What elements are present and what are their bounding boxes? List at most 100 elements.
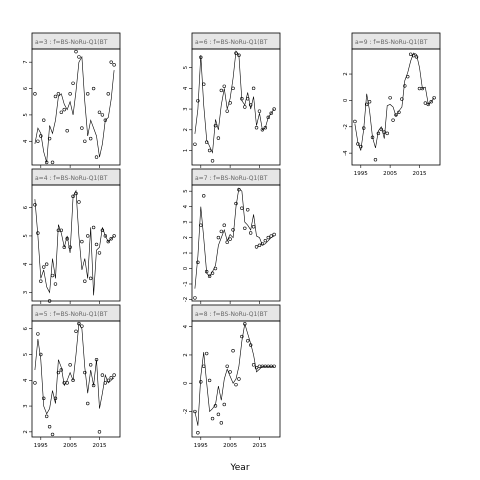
observed-point — [103, 118, 108, 122]
observed-point — [71, 378, 75, 382]
panel-plot-area — [191, 320, 281, 438]
observed-point — [112, 63, 116, 67]
observed-point — [248, 231, 253, 235]
observed-point — [103, 234, 108, 238]
fitted-line — [34, 322, 115, 415]
observed-point — [50, 432, 55, 437]
y-tick-label: 7 — [23, 60, 29, 64]
observed-point — [254, 126, 259, 130]
observed-point — [80, 126, 84, 130]
observed-point — [100, 373, 105, 377]
observed-point — [36, 139, 40, 143]
y-tick-label: -2 — [183, 409, 189, 414]
observed-point — [397, 110, 401, 114]
observed-point — [266, 235, 270, 240]
observed-point — [251, 363, 256, 367]
observed-point — [207, 274, 212, 278]
observed-point — [39, 134, 43, 138]
observed-point — [429, 100, 433, 104]
observed-point — [400, 97, 404, 101]
x-tick-label: 1995 — [354, 171, 368, 177]
observed-point — [254, 245, 259, 249]
panel-6: a=5 : f=BS-NoRu-Q1(BT 2 3 4 5 6 1995 2005 2015 — [23, 304, 121, 449]
observed-point — [80, 324, 84, 328]
observed-point — [83, 139, 87, 143]
y-tick-label: 2 — [183, 353, 189, 357]
fitted-line — [354, 52, 435, 151]
observed-point — [219, 421, 224, 425]
observed-point — [68, 363, 72, 367]
observed-point — [88, 363, 93, 367]
observed-point — [204, 140, 209, 144]
observed-point — [210, 416, 215, 421]
observed-point — [42, 118, 46, 122]
observed-point — [199, 380, 203, 384]
observed-point — [243, 226, 247, 231]
y-tick-label: 5 — [23, 234, 29, 238]
observed-point — [210, 159, 215, 163]
observed-point — [216, 235, 221, 240]
observed-point — [39, 279, 43, 283]
observed-point — [240, 97, 244, 101]
panel-plot-area — [31, 184, 121, 302]
y-tick-label: 6 — [23, 205, 29, 209]
observed-point — [193, 409, 197, 414]
observed-point — [373, 158, 378, 162]
y-tick-label: 4 — [23, 139, 29, 143]
observed-point — [65, 129, 69, 133]
panel-plot-area — [191, 184, 281, 302]
observed-point — [391, 118, 395, 122]
observed-point — [68, 245, 72, 249]
observed-point — [53, 94, 58, 99]
observed-point — [225, 109, 229, 113]
observed-point — [234, 382, 238, 387]
observed-point — [109, 376, 113, 380]
observed-point — [91, 86, 96, 91]
observed-point — [59, 228, 64, 232]
observed-point — [251, 86, 256, 91]
observed-point — [370, 135, 375, 140]
y-tick-label: -4 — [343, 150, 349, 156]
panel-plot-area — [31, 48, 121, 166]
observed-point — [269, 234, 273, 238]
x-tick-label: 1995 — [194, 443, 208, 449]
observed-point — [257, 364, 262, 368]
observed-point — [106, 239, 110, 244]
x-tick-label: 1995 — [34, 443, 48, 449]
y-tick-label: 6 — [23, 86, 29, 90]
observed-point — [213, 404, 218, 408]
observed-point — [106, 378, 110, 382]
observed-point — [231, 86, 235, 91]
y-tick-label: 2 — [183, 128, 189, 132]
observed-point — [77, 200, 81, 204]
observed-point — [86, 234, 90, 238]
observed-point — [353, 119, 357, 124]
observed-point — [86, 401, 90, 406]
observed-point — [36, 231, 40, 235]
panel-strip-label: a=4 : f=BS-NoRu-Q1(BT — [35, 175, 108, 182]
observed-point — [260, 242, 265, 246]
y-tick-label: 4 — [183, 324, 189, 328]
observed-point — [56, 92, 61, 96]
fitted-line — [194, 50, 275, 154]
observed-point — [432, 96, 436, 100]
observed-point — [106, 92, 110, 96]
y-tick-label: 1 — [183, 251, 189, 255]
observed-point — [196, 260, 200, 265]
observed-point — [359, 144, 363, 149]
y-tick-label: 5 — [23, 352, 29, 356]
observed-point — [364, 102, 369, 107]
observed-point — [83, 370, 87, 375]
observed-point — [228, 101, 232, 105]
observed-point — [240, 334, 244, 339]
y-tick-label: -2 — [343, 124, 349, 129]
observed-point — [394, 113, 398, 117]
observed-point — [269, 111, 273, 115]
panels-group: a=3 : f=BS-NoRu-Q1(BT 4 5 6 7 a=6 : f=BS-NoRu… — [23, 32, 441, 449]
observed-point — [91, 225, 96, 230]
observed-point — [74, 329, 78, 334]
observed-point — [207, 378, 212, 383]
observed-point — [385, 131, 389, 136]
observed-point — [225, 240, 229, 244]
